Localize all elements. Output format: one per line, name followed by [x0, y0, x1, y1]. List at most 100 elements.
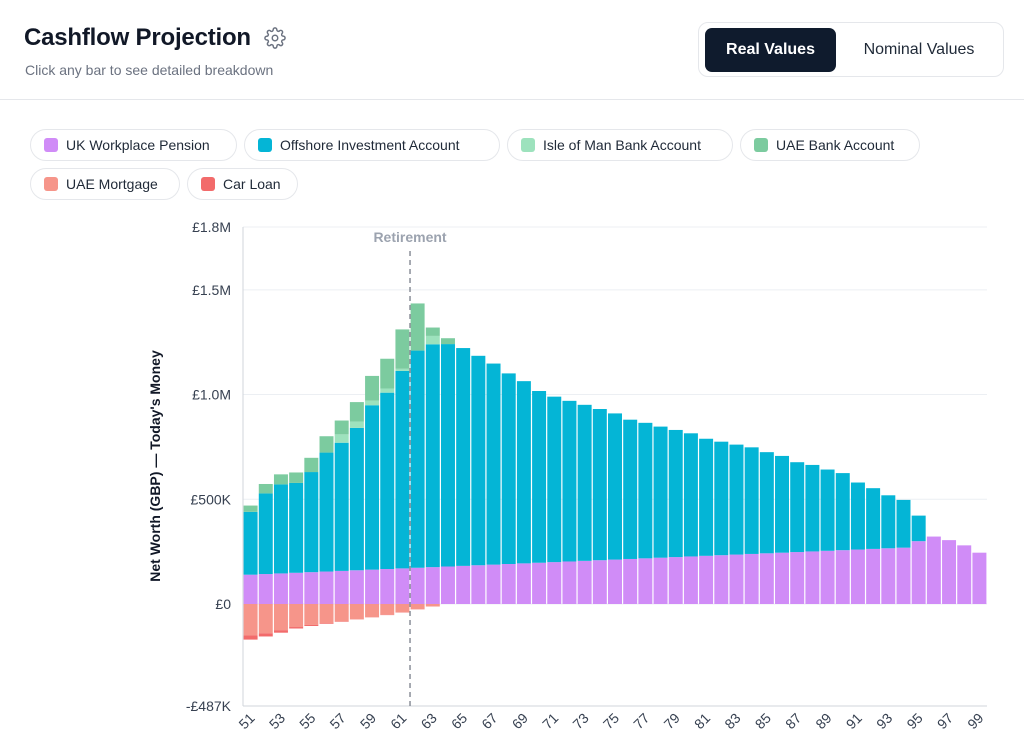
bar-segment: [273, 484, 288, 574]
x-tick-label: 73: [569, 710, 591, 732]
x-tick-label: 81: [691, 710, 713, 732]
x-tick-label: 95: [903, 710, 925, 732]
bar-segment: [440, 338, 455, 345]
legend-swatch: [44, 177, 58, 191]
legend-item-uae-bank-account[interactable]: UAE Bank Account: [740, 129, 920, 161]
bar-segment: [866, 548, 881, 605]
bar-segment: [289, 472, 304, 483]
bar-segment: [395, 368, 410, 371]
bar-segment: [365, 375, 380, 401]
bar-segment: [653, 557, 668, 605]
bar-segment: [440, 566, 455, 605]
bar-segment: [365, 569, 380, 605]
bar-segment: [547, 562, 562, 605]
legend-swatch: [44, 138, 58, 152]
bar-segment: [911, 541, 926, 605]
bar-segment: [365, 400, 380, 406]
bar-segment: [805, 464, 820, 552]
bar-segment: [334, 442, 349, 571]
bar-segment: [577, 560, 592, 605]
bar-segment: [319, 604, 334, 624]
x-tick-label: 51: [235, 710, 257, 732]
legend-label: Isle of Man Bank Account: [543, 137, 701, 153]
bar-segment: [516, 381, 531, 564]
bar-segment: [334, 420, 349, 435]
bar-segment: [486, 564, 501, 605]
bar-segment: [304, 457, 319, 473]
bar-segment: [562, 561, 577, 605]
bar-segment: [759, 452, 774, 554]
bar-segment: [273, 604, 288, 631]
bar-segment: [775, 455, 790, 553]
bar-segment: [744, 447, 759, 554]
bar-segment: [395, 370, 410, 569]
bar-segment: [304, 604, 319, 625]
y-tick-label: £0: [215, 596, 231, 612]
legend-item-uae-mortgage[interactable]: UAE Mortgage: [30, 168, 180, 200]
legend-item-uk-workplace-pension[interactable]: UK Workplace Pension: [30, 129, 237, 161]
bar-segment: [380, 604, 395, 615]
x-tick-label: 71: [539, 710, 561, 732]
bar-segment: [258, 604, 273, 634]
bar-segment: [349, 421, 364, 428]
bar-segment: [273, 630, 288, 633]
x-tick-label: 55: [296, 710, 318, 732]
bar-segment: [304, 572, 319, 605]
x-tick-label: 57: [326, 710, 348, 732]
bar-segment: [334, 570, 349, 605]
page-subtitle: Click any bar to see detailed breakdown: [25, 62, 274, 78]
bar-segment: [850, 482, 865, 550]
bar-segment: [243, 604, 258, 636]
bar-segment: [243, 574, 258, 605]
bar-segment: [729, 554, 744, 605]
bar-segment: [425, 604, 440, 607]
bar-segment: [866, 488, 881, 549]
bar-segment: [957, 545, 972, 605]
value-mode-toggle: Real Values Nominal Values: [698, 22, 1004, 77]
legend-item-car-loan[interactable]: Car Loan: [187, 168, 298, 200]
bar-segment: [699, 438, 714, 556]
bar-segment: [410, 567, 425, 605]
bar-segment: [577, 404, 592, 561]
gear-icon[interactable]: [264, 27, 286, 49]
bar-segment: [896, 499, 911, 548]
bar-segment: [744, 553, 759, 605]
legend-item-isle-of-man-bank-account[interactable]: Isle of Man Bank Account: [507, 129, 733, 161]
bar-segment: [395, 329, 410, 369]
legend-label: UAE Mortgage: [66, 176, 158, 192]
bar-segment: [608, 413, 622, 560]
real-values-button[interactable]: Real Values: [705, 28, 836, 72]
bar-segment: [699, 555, 714, 605]
bar-segment: [532, 562, 547, 605]
nominal-values-button[interactable]: Nominal Values: [863, 41, 975, 58]
x-tick-label: 59: [357, 710, 379, 732]
bar-segment: [759, 553, 774, 605]
bar-segment: [516, 563, 531, 605]
bar-segment: [410, 350, 425, 568]
bar-segment: [790, 552, 805, 605]
bar-segment: [881, 548, 896, 605]
legend-item-offshore-investment-account[interactable]: Offshore Investment Account: [244, 129, 500, 161]
bar-segment: [410, 303, 425, 351]
bar-segment: [820, 550, 835, 605]
bar-segment: [653, 426, 668, 558]
bar-segment: [289, 482, 304, 573]
retirement-label: Retirement: [373, 229, 446, 245]
bar-segment: [349, 427, 364, 571]
legend-swatch: [754, 138, 768, 152]
bar-segment: [532, 390, 547, 563]
y-tick-label: £1.8M: [192, 219, 231, 235]
bar-segment: [273, 573, 288, 605]
bar-segment: [365, 604, 380, 618]
bar-segment: [456, 565, 471, 605]
bar-segment: [289, 572, 304, 605]
x-tick-label: 77: [630, 710, 652, 732]
x-tick-label: 61: [387, 710, 409, 732]
bar-segment: [425, 567, 440, 605]
bar-segment: [683, 433, 698, 557]
legend-label: Car Loan: [223, 176, 281, 192]
x-tick-label: 99: [964, 710, 986, 732]
y-tick-label: £500K: [191, 491, 232, 507]
x-tick-label: 67: [478, 710, 500, 732]
